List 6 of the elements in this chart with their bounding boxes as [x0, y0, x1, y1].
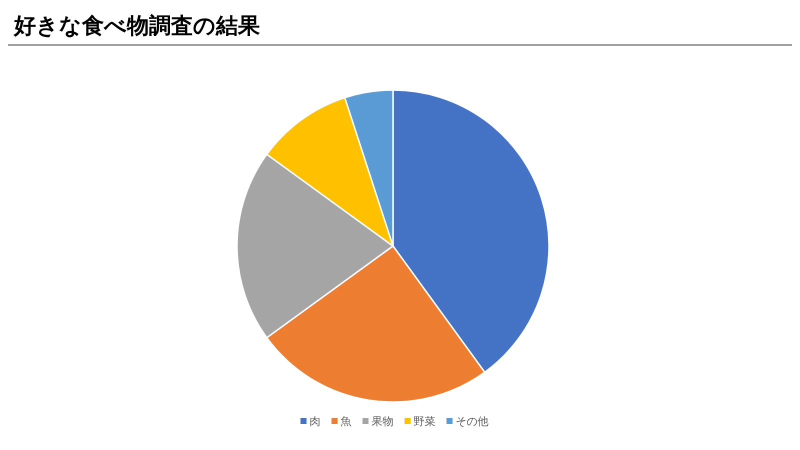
chart-title: 好きな食べ物調査の結果 [13, 13, 261, 39]
legend-label: 野菜 [414, 415, 436, 428]
legend-label: 肉 [310, 415, 320, 428]
legend-label: その他 [456, 415, 488, 428]
legend-label: 魚 [340, 415, 352, 428]
legend-label: 果物 [372, 415, 394, 428]
